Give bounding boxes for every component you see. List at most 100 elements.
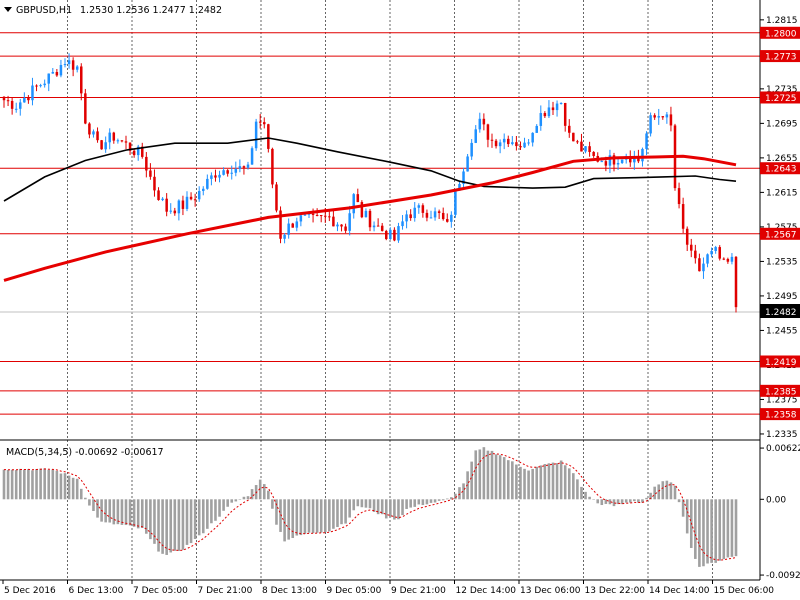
macd-bar (75, 478, 79, 500)
macd-tick-label-0-00: 0.00 (766, 495, 786, 505)
candle-body (718, 247, 721, 259)
macd-bar (214, 499, 217, 521)
macd-bar (511, 461, 514, 500)
macd-bar (336, 499, 339, 528)
macd-bar (356, 499, 360, 507)
macd-bar (641, 499, 644, 503)
candle-body (328, 216, 331, 218)
macd-bar (462, 483, 465, 500)
candle-body (67, 60, 71, 65)
macd-bar (458, 487, 461, 500)
macd-bar (218, 499, 221, 517)
macd-bar (730, 499, 734, 557)
macd-bar (250, 489, 254, 500)
candle-body (620, 159, 624, 163)
macd-bar (108, 499, 112, 523)
candle-body (559, 102, 563, 104)
candle-body (39, 85, 42, 87)
macd-bar (486, 450, 490, 500)
level-box-1-2358 (760, 408, 800, 421)
candle-body (576, 141, 579, 143)
xtick-label-6-dec-13-00: 6 Dec 13:00 (69, 586, 124, 596)
level-box-1-2773 (760, 50, 800, 63)
candle-body (677, 188, 681, 205)
macd-bar (161, 499, 164, 554)
candle-body (482, 118, 486, 125)
macd-bar (165, 499, 168, 555)
macd-bar (372, 499, 376, 512)
candle-body (649, 115, 652, 134)
candle-body (14, 108, 18, 110)
current-price-box (760, 304, 800, 318)
candle-body (563, 102, 567, 126)
ma-slow-line (3, 137, 737, 202)
macd-bar (149, 499, 152, 540)
ytick-label-1-2815: 1.2815 (766, 16, 798, 26)
macd-bar (535, 466, 539, 500)
macd-bar (112, 499, 116, 525)
dropdown-triangle-icon[interactable] (4, 7, 12, 12)
candle-body (401, 221, 404, 227)
candle-body (173, 210, 177, 214)
macd-bar (429, 499, 433, 503)
candle-body (600, 161, 604, 163)
candle-body (502, 138, 506, 143)
macd-bar (494, 454, 498, 500)
candle-body (165, 198, 168, 212)
xtick-label-14-dec-14-00: 14 Dec 14:00 (649, 586, 710, 596)
macd-bar (193, 499, 197, 540)
candle-body (458, 184, 461, 191)
macd-bar (234, 499, 238, 502)
candle-body (409, 214, 412, 219)
candle-body (417, 205, 421, 208)
candle-body (527, 142, 530, 144)
ytick-label-1-2735: 1.2735 (766, 85, 798, 95)
macd-bar (470, 461, 473, 500)
macd-bar (360, 499, 364, 508)
macd-bar (189, 499, 193, 544)
macd-bar (393, 499, 396, 520)
price-candles (2, 53, 738, 313)
candle-body (307, 213, 311, 215)
level-label-1-2419: 1.2419 (765, 358, 797, 368)
candle-body (441, 212, 445, 220)
macd-bar (376, 499, 380, 515)
candle-body (100, 140, 103, 150)
macd-bar (559, 460, 563, 500)
candle-body (462, 171, 465, 185)
candle-body (96, 131, 99, 141)
candle-body (299, 215, 303, 222)
candle-body (486, 124, 490, 140)
macd-bar (47, 469, 51, 500)
macd-bar (543, 464, 547, 500)
macd-bar (523, 468, 526, 500)
macd-bar (555, 463, 559, 500)
candle-body (446, 219, 449, 222)
macd-bar (323, 499, 327, 533)
macd-bar (222, 499, 225, 511)
macd-bar (311, 499, 315, 534)
macd-bar (572, 473, 575, 500)
candle-body (523, 142, 526, 148)
candle-body (6, 100, 10, 102)
candle-body (31, 85, 34, 101)
candle-body (734, 256, 738, 308)
candle-body (43, 83, 46, 86)
level-label-1-2385: 1.2385 (765, 387, 797, 397)
candle-body (608, 155, 612, 166)
macd-bar (6, 469, 10, 500)
macd-bar (527, 470, 530, 500)
candle-body (352, 194, 355, 214)
level-label-1-2358: 1.2358 (765, 411, 797, 421)
candle-body (59, 65, 63, 76)
level-label-1-2773: 1.2773 (765, 53, 797, 63)
macd-bar (262, 484, 266, 500)
candle-body (413, 207, 416, 219)
macd-bar (197, 499, 201, 536)
level-label-1-2800: 1.2800 (765, 29, 797, 39)
macd-bar (283, 499, 286, 542)
macd-bar (405, 499, 408, 509)
candle-body (47, 73, 50, 84)
candle-body (291, 223, 294, 228)
candle-body (535, 125, 538, 133)
